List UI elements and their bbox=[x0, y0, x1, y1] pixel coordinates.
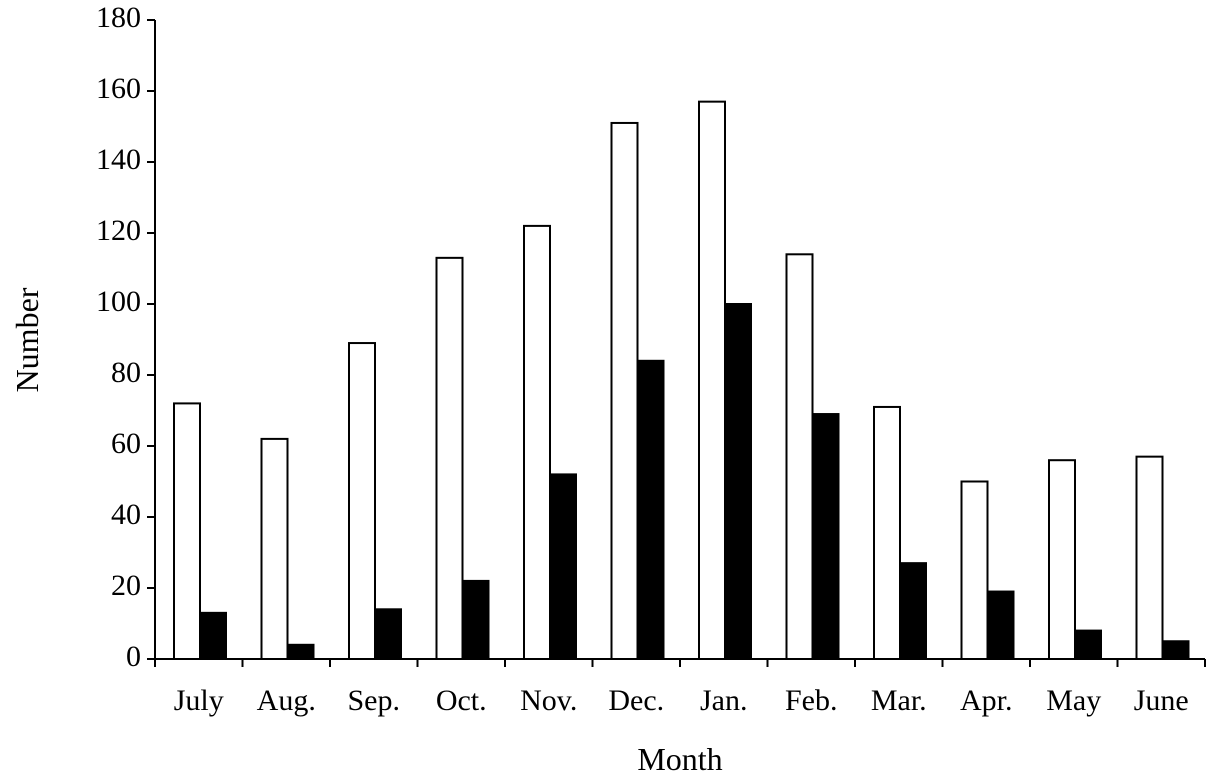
bar bbox=[173, 402, 201, 660]
y-tick-label: 80 bbox=[111, 356, 141, 389]
bar bbox=[724, 303, 752, 660]
x-tick-label: Mar. bbox=[871, 684, 927, 717]
x-tick-label: Apr. bbox=[960, 684, 1013, 717]
x-tick-label: Feb. bbox=[785, 684, 838, 717]
x-tick-label: July bbox=[174, 684, 224, 717]
bar bbox=[1048, 459, 1076, 661]
bar bbox=[811, 413, 840, 660]
bar bbox=[873, 405, 901, 661]
bar bbox=[1074, 629, 1102, 660]
bar bbox=[286, 643, 315, 660]
y-tick-label: 180 bbox=[96, 1, 141, 34]
bar bbox=[549, 473, 577, 660]
bar bbox=[348, 342, 376, 660]
y-tick-label: 60 bbox=[111, 427, 141, 460]
x-tick-label: May bbox=[1046, 684, 1101, 717]
bar bbox=[636, 359, 665, 660]
bar bbox=[1161, 640, 1190, 660]
bar bbox=[986, 590, 1015, 660]
bar bbox=[785, 253, 814, 661]
x-tick-label: Jan. bbox=[700, 684, 748, 717]
y-axis-label: Number bbox=[9, 287, 45, 392]
y-tick-label: 100 bbox=[96, 285, 141, 318]
x-tick-label: Aug. bbox=[257, 684, 316, 717]
x-tick-label: Sep. bbox=[348, 684, 401, 717]
bar bbox=[960, 480, 989, 660]
x-tick-label: Nov. bbox=[520, 684, 577, 717]
y-tick-label: 160 bbox=[96, 72, 141, 105]
bar bbox=[199, 611, 227, 660]
y-tick-label: 0 bbox=[126, 640, 141, 673]
bar bbox=[899, 562, 927, 661]
bar bbox=[461, 579, 490, 661]
bar bbox=[523, 224, 551, 660]
bar bbox=[610, 121, 639, 660]
bar bbox=[374, 608, 402, 660]
x-tick-label: Dec. bbox=[608, 684, 664, 717]
x-tick-label: Oct. bbox=[436, 684, 487, 717]
y-tick-label: 40 bbox=[111, 498, 141, 531]
bar bbox=[260, 437, 289, 660]
y-tick-label: 20 bbox=[111, 569, 141, 602]
x-axis-label: Month bbox=[637, 741, 722, 777]
bar bbox=[1135, 455, 1164, 660]
y-tick-label: 120 bbox=[96, 214, 141, 247]
y-tick-label: 140 bbox=[96, 143, 141, 176]
x-tick-label: June bbox=[1134, 684, 1189, 717]
bar bbox=[435, 256, 464, 660]
bar bbox=[698, 100, 726, 660]
